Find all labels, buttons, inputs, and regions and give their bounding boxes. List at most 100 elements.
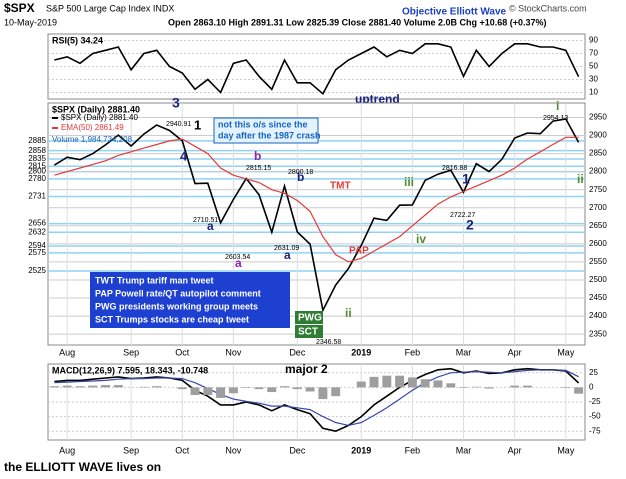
y-tick-label: 2850 bbox=[589, 149, 607, 158]
x-tick-label: Aug bbox=[59, 445, 75, 455]
x-tick-label: Mar bbox=[456, 347, 472, 357]
y-tick-label: 25 bbox=[589, 368, 598, 377]
annotation: 2603.54 bbox=[225, 254, 250, 261]
note: TWT Trump tariff man tweet bbox=[95, 275, 214, 285]
x-tick-label: Dec bbox=[289, 445, 306, 455]
histogram-bar bbox=[177, 387, 187, 390]
histogram-bar bbox=[574, 387, 584, 394]
annotation: not this o/s since the bbox=[218, 119, 308, 129]
histogram-bar bbox=[446, 383, 456, 388]
histogram-bar bbox=[152, 386, 162, 388]
histogram-bar bbox=[484, 387, 494, 389]
y-tick-label: 90 bbox=[589, 36, 598, 45]
note: PAP Powell rate/QT autopilot comment bbox=[95, 288, 261, 298]
histogram-bar bbox=[369, 376, 379, 388]
annotation: 4 bbox=[180, 148, 188, 163]
level-label: 2731 bbox=[28, 192, 46, 201]
histogram-bar bbox=[420, 379, 430, 388]
x-tick-label: Nov bbox=[225, 445, 242, 455]
histogram-bar bbox=[280, 386, 290, 388]
pwg-box bbox=[295, 311, 323, 324]
annotation: PAP bbox=[349, 246, 369, 257]
histogram-bar bbox=[331, 387, 341, 397]
histogram-bar bbox=[228, 387, 238, 394]
histogram-bar bbox=[101, 385, 111, 388]
y-tick-label: -75 bbox=[589, 426, 601, 435]
histogram-bar bbox=[62, 385, 72, 388]
x-tick-label: May bbox=[557, 347, 575, 357]
histogram-bar bbox=[216, 387, 226, 398]
panel-title: $SPX (Daily) 2881.40 bbox=[52, 104, 140, 114]
histogram-bar bbox=[75, 386, 85, 388]
annotation: day after the 1987 crash bbox=[218, 130, 321, 140]
x-tick-label: 2019 bbox=[351, 347, 371, 357]
histogram-bar bbox=[203, 387, 213, 395]
histogram-bar bbox=[241, 387, 251, 388]
annotation: TMT bbox=[330, 181, 351, 192]
y-tick-label: 2650 bbox=[589, 221, 607, 230]
y-tick-label: 2700 bbox=[589, 203, 607, 212]
histogram-bar bbox=[382, 375, 392, 388]
annotation: ii bbox=[577, 172, 584, 186]
overlay: Objective Elliott Wave bbox=[402, 7, 507, 18]
y-tick-label: 10 bbox=[589, 88, 598, 97]
annotation: 1 bbox=[462, 171, 470, 187]
legend-label: EMA(50) 2861.49 bbox=[61, 123, 124, 132]
histogram-bar bbox=[305, 387, 315, 392]
y-tick-label: 50 bbox=[589, 62, 598, 71]
level-label: 2858 bbox=[28, 146, 46, 155]
note: SCT Trumps stocks are cheap tweet bbox=[95, 314, 249, 324]
y-tick-label: -50 bbox=[589, 412, 601, 421]
symbol: $SPX bbox=[4, 1, 35, 15]
x-tick-label: May bbox=[557, 445, 575, 455]
x-tick-label: Aug bbox=[59, 347, 75, 357]
histogram-bar bbox=[267, 387, 277, 393]
histogram-bar bbox=[113, 385, 123, 388]
y-tick-label: 2950 bbox=[589, 113, 607, 122]
annotation: 2800.18 bbox=[288, 169, 313, 176]
level-label: 2800 bbox=[28, 167, 46, 176]
y-tick-label: 2400 bbox=[589, 311, 607, 320]
histogram-bar bbox=[254, 387, 264, 390]
legend-swatch bbox=[52, 127, 58, 129]
annotation: b bbox=[297, 170, 304, 184]
histogram-bar bbox=[459, 387, 469, 388]
level-label: 2815 bbox=[28, 161, 46, 170]
y-tick-label: 70 bbox=[589, 49, 598, 58]
footer: the ELLIOTT WAVE lives on bbox=[4, 460, 161, 474]
y-tick-label: 2500 bbox=[589, 275, 607, 284]
histogram-bar bbox=[510, 385, 520, 388]
series-line bbox=[54, 369, 579, 427]
annotation: 2816.88 bbox=[442, 165, 467, 172]
sct-box bbox=[295, 325, 323, 338]
note: PWG presidents working group meets bbox=[95, 301, 258, 311]
y-tick-label: 0 bbox=[589, 382, 594, 391]
y-tick-label: 2900 bbox=[589, 131, 607, 140]
y-tick-label: -25 bbox=[589, 397, 601, 406]
series-line bbox=[53, 118, 580, 313]
histogram-bar bbox=[190, 387, 200, 395]
annotation: 2346.58 bbox=[316, 339, 341, 346]
annotation: iii bbox=[404, 175, 414, 189]
source: © StockCharts.com bbox=[509, 3, 587, 13]
level-label: 2835 bbox=[28, 154, 46, 163]
level-label: 2632 bbox=[28, 227, 46, 236]
y-tick-label: 2800 bbox=[589, 167, 607, 176]
crash-box bbox=[213, 117, 319, 144]
y-tick-label: 2350 bbox=[589, 329, 607, 338]
x-tick-label: Sep bbox=[123, 347, 139, 357]
level-label: 2780 bbox=[28, 174, 46, 183]
level-label: 2885 bbox=[28, 136, 46, 145]
annotation: 1 bbox=[194, 117, 201, 132]
x-tick-label: Nov bbox=[225, 347, 242, 357]
level-label: 2656 bbox=[28, 219, 46, 228]
x-tick-label: Apr bbox=[508, 347, 522, 357]
legend-label: $SPX (Daily) 2881.40 bbox=[61, 113, 138, 122]
histogram-bar bbox=[88, 385, 98, 388]
histogram-bar bbox=[395, 375, 405, 388]
quote: Open 2863.10 High 2891.31 Low 2825.39 Cl… bbox=[168, 17, 547, 27]
x-tick-label: Oct bbox=[175, 445, 190, 455]
level-label: 2525 bbox=[28, 266, 46, 275]
annotation: 2631.09 bbox=[274, 245, 299, 252]
